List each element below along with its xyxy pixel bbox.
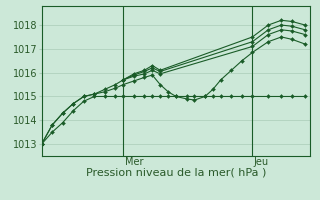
Text: Jeu: Jeu: [254, 157, 269, 167]
Text: Mer: Mer: [124, 157, 143, 167]
X-axis label: Pression niveau de la mer( hPa ): Pression niveau de la mer( hPa ): [86, 167, 266, 177]
